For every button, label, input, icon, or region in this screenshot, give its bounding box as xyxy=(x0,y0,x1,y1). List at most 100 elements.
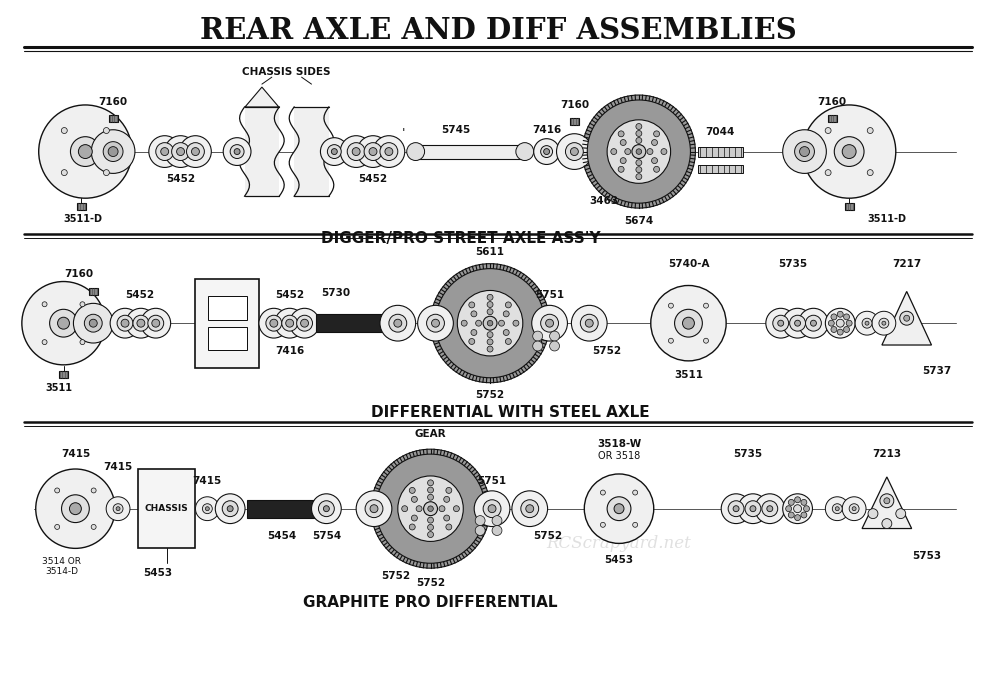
Circle shape xyxy=(572,306,608,341)
Circle shape xyxy=(92,130,134,173)
Circle shape xyxy=(632,523,637,527)
Circle shape xyxy=(503,330,509,335)
Circle shape xyxy=(583,95,695,208)
Circle shape xyxy=(811,320,817,326)
Text: 5452: 5452 xyxy=(275,290,304,300)
Circle shape xyxy=(487,346,493,352)
Text: CHASSIS SIDES: CHASSIS SIDES xyxy=(242,67,331,77)
Circle shape xyxy=(856,311,878,335)
Circle shape xyxy=(843,145,857,159)
Circle shape xyxy=(411,496,417,502)
Bar xyxy=(77,202,86,209)
Circle shape xyxy=(588,100,690,203)
Circle shape xyxy=(635,159,641,166)
Circle shape xyxy=(446,487,452,493)
Circle shape xyxy=(469,338,475,344)
Circle shape xyxy=(788,500,794,505)
Circle shape xyxy=(863,318,872,328)
Circle shape xyxy=(147,315,163,331)
Circle shape xyxy=(230,145,244,159)
Circle shape xyxy=(411,515,417,521)
Circle shape xyxy=(406,143,424,161)
Bar xyxy=(698,147,743,157)
Circle shape xyxy=(50,309,78,337)
Circle shape xyxy=(476,320,482,326)
Text: GEAR: GEAR xyxy=(414,429,446,439)
Circle shape xyxy=(635,123,641,130)
Circle shape xyxy=(838,311,844,317)
Bar xyxy=(294,107,329,196)
Circle shape xyxy=(301,319,309,327)
Text: 5751: 5751 xyxy=(535,290,564,300)
Circle shape xyxy=(474,491,510,527)
Circle shape xyxy=(728,501,744,516)
Circle shape xyxy=(783,308,813,338)
Circle shape xyxy=(136,319,144,327)
Circle shape xyxy=(571,148,579,155)
Circle shape xyxy=(581,314,599,332)
Circle shape xyxy=(762,501,778,516)
Circle shape xyxy=(682,317,694,329)
Circle shape xyxy=(160,148,168,155)
Circle shape xyxy=(850,504,860,514)
Circle shape xyxy=(483,500,501,518)
Circle shape xyxy=(635,174,641,179)
Circle shape xyxy=(661,148,667,155)
Circle shape xyxy=(513,320,519,326)
Circle shape xyxy=(803,105,895,198)
Circle shape xyxy=(397,476,463,541)
Text: 3514 OR
3514-D: 3514 OR 3514-D xyxy=(42,556,81,576)
Circle shape xyxy=(499,320,505,326)
Circle shape xyxy=(409,524,415,530)
Circle shape xyxy=(62,128,68,134)
Text: 5752: 5752 xyxy=(416,578,445,588)
Text: 5752: 5752 xyxy=(593,346,622,356)
Bar xyxy=(208,327,247,350)
Bar xyxy=(137,469,195,548)
Text: 7213: 7213 xyxy=(872,449,901,459)
Circle shape xyxy=(703,338,708,343)
Circle shape xyxy=(259,308,289,338)
Circle shape xyxy=(55,525,60,529)
Circle shape xyxy=(469,302,475,308)
Circle shape xyxy=(164,136,196,168)
Circle shape xyxy=(829,320,835,326)
Circle shape xyxy=(721,494,751,524)
Circle shape xyxy=(393,319,401,327)
Circle shape xyxy=(409,487,415,493)
Circle shape xyxy=(80,340,85,344)
Circle shape xyxy=(140,308,170,338)
Circle shape xyxy=(611,148,617,155)
Circle shape xyxy=(831,326,837,333)
Circle shape xyxy=(427,517,433,523)
Circle shape xyxy=(738,494,768,524)
Circle shape xyxy=(703,303,708,308)
Circle shape xyxy=(487,295,493,300)
Circle shape xyxy=(297,315,313,331)
Circle shape xyxy=(62,170,68,175)
Text: DIGGER/PRO STREET AXLE ASS'Y: DIGGER/PRO STREET AXLE ASS'Y xyxy=(322,231,601,247)
Circle shape xyxy=(107,497,129,520)
Circle shape xyxy=(80,301,85,307)
Circle shape xyxy=(290,308,320,338)
Circle shape xyxy=(650,286,726,361)
Text: 5453: 5453 xyxy=(143,568,172,578)
Bar xyxy=(698,166,743,173)
Circle shape xyxy=(205,507,209,511)
Circle shape xyxy=(357,491,391,527)
Circle shape xyxy=(151,319,159,327)
Circle shape xyxy=(90,319,98,327)
Text: OR 3518: OR 3518 xyxy=(598,451,640,461)
Bar xyxy=(570,119,579,125)
Circle shape xyxy=(186,143,204,161)
Circle shape xyxy=(114,504,124,514)
Circle shape xyxy=(270,319,278,327)
Circle shape xyxy=(341,136,373,168)
Circle shape xyxy=(275,308,305,338)
Text: ': ' xyxy=(402,128,405,140)
Circle shape xyxy=(767,506,773,511)
Circle shape xyxy=(286,319,294,327)
Circle shape xyxy=(58,317,70,329)
Circle shape xyxy=(227,506,233,511)
Circle shape xyxy=(505,302,511,308)
